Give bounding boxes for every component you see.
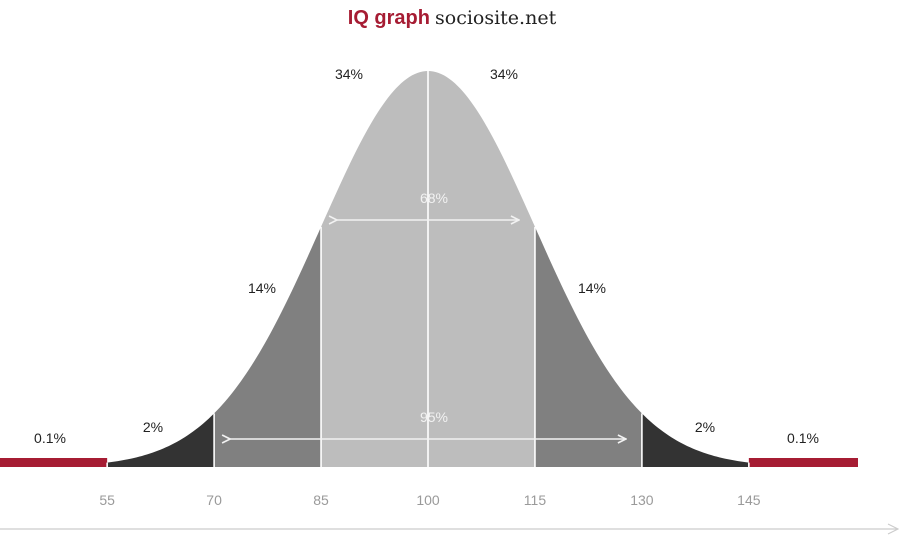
curve-bands [0,71,858,467]
x-tick-55: 55 [99,492,115,508]
band-percent-label-4: 34% [490,66,518,82]
band-percent-label-7: 0.1% [787,430,819,446]
tail-band-7 [748,458,858,467]
band-percent-label-5: 14% [578,280,606,296]
band-percent-label-1: 2% [143,419,163,435]
curve-band-4 [428,71,535,467]
x-tick-115: 115 [524,492,547,508]
percent-labels: 0.1% 2% 14% 34% 34% 14% 2% 0.1% [34,66,819,446]
curve-band-5 [534,226,642,467]
curve-band-2 [214,226,322,467]
band-percent-label-0: 0.1% [34,430,66,446]
x-tick-130: 130 [630,492,654,508]
chart-title: IQ graph sociosite.net [0,6,904,30]
title-site: sociosite.net [435,7,557,29]
band-percent-label-2: 14% [248,280,276,296]
band-percent-label-6: 2% [695,419,715,435]
range-arrows: 68% 95% [230,190,626,439]
band-divider-lines [106,71,750,467]
title-bold: IQ graph [347,7,430,29]
x-tick-145: 145 [737,492,761,508]
band-percent-label-3: 34% [335,66,363,82]
tail-band-0 [0,458,108,467]
curve-band-1 [107,413,215,467]
x-tick-labels: 55 70 85 100 115 130 145 [99,492,760,508]
x-tick-70: 70 [206,492,222,508]
range-label-68pct: 68% [420,190,448,206]
curve-band-6 [641,413,749,467]
curve-band-3 [321,71,428,467]
range-label-95pct: 95% [420,409,448,425]
x-tick-100: 100 [416,492,440,508]
x-tick-85: 85 [313,492,329,508]
